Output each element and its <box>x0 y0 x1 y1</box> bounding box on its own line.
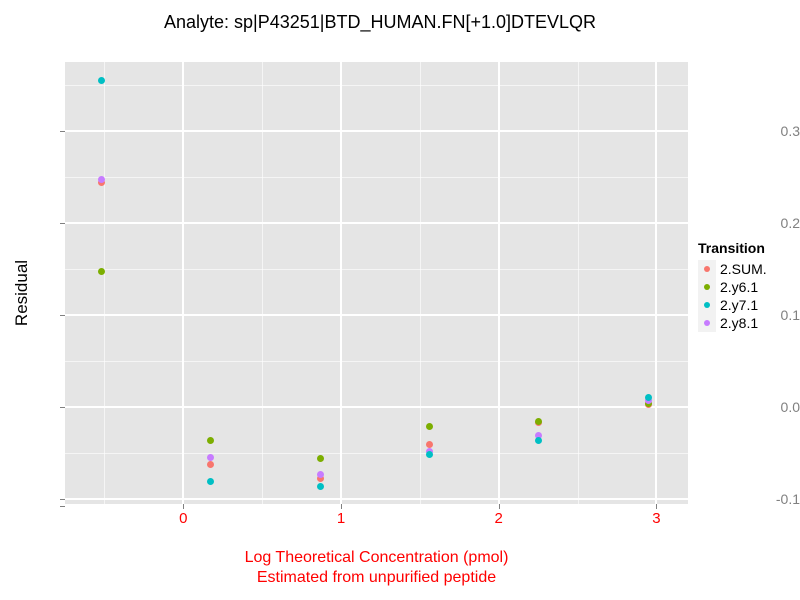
y-tick-mark <box>60 131 65 133</box>
legend: Transition 2.SUM. 2.y6.1 2.y7.1 2.y8.1 <box>698 240 767 332</box>
y-tick-mark <box>60 407 65 409</box>
y-tick-label: 0.1 <box>780 307 800 324</box>
data-point <box>425 422 433 430</box>
legend-color-dot-icon <box>704 302 710 308</box>
data-point <box>645 394 653 402</box>
gridline-major-vertical <box>182 62 185 504</box>
legend-key-swatch <box>698 278 716 296</box>
data-point <box>206 453 214 461</box>
data-point <box>317 471 324 479</box>
y-tick-mark <box>60 499 65 501</box>
data-point <box>97 267 105 275</box>
gridline-minor-vertical <box>262 62 264 504</box>
legend-item-label: 2.y7.1 <box>720 297 759 313</box>
x-tick-mark <box>341 504 342 509</box>
y-tick-mark <box>60 315 65 317</box>
gridline-major-horizontal <box>65 406 688 409</box>
legend-item[interactable]: 2.y8.1 <box>698 314 767 332</box>
page-title: Analyte: sp|P43251|BTD_HUMAN.FN[+1.0]DTE… <box>163 12 597 32</box>
x-tick-mark <box>183 504 185 509</box>
legend-item[interactable]: 2.SUM. <box>698 260 767 278</box>
gridline-minor-horizontal <box>65 361 688 363</box>
data-point <box>425 451 433 459</box>
x-tick-mark <box>656 504 658 509</box>
legend-title: Transition <box>698 240 765 256</box>
legend-key-swatch <box>698 296 716 314</box>
legend-item-label: 2.y6.1 <box>720 279 759 295</box>
data-point <box>425 447 433 455</box>
gridline-minor-vertical <box>419 62 421 504</box>
y-tick-mark <box>60 223 65 225</box>
gridline-minor-horizontal <box>65 269 688 271</box>
data-point <box>534 437 542 445</box>
data-point <box>425 441 433 449</box>
gridline-minor-horizontal <box>65 85 688 87</box>
data-point <box>317 475 324 483</box>
legend-color-dot-icon <box>704 266 710 272</box>
legend-color-dot-icon <box>704 320 710 326</box>
plot-panel <box>65 62 688 504</box>
legend-item-label: 2.y8.1 <box>720 315 759 331</box>
data-point <box>317 454 324 462</box>
data-point <box>97 175 105 183</box>
legend-key-swatch <box>698 260 716 278</box>
gridline-major-horizontal <box>65 314 688 317</box>
gridline-major-horizontal <box>65 498 688 501</box>
x-tick-mark <box>498 504 500 509</box>
gridline-minor-horizontal <box>65 453 688 455</box>
y-tick-label: -0.1 <box>775 491 800 508</box>
legend-items: 2.SUM. 2.y6.1 2.y7.1 2.y8.1 <box>698 260 767 332</box>
x-axis-title: Log Theoretical Concentration (pmol) Est… <box>65 548 688 588</box>
data-point <box>206 477 214 485</box>
x-tick-label: 0 <box>179 510 188 527</box>
y-tick-label: 0.3 <box>780 123 800 140</box>
x-tick-label: 3 <box>652 510 661 527</box>
y-tick-label: 0.2 <box>780 215 800 232</box>
gridline-minor-horizontal <box>65 177 688 179</box>
data-point <box>317 482 324 490</box>
gridline-minor-vertical <box>577 62 579 504</box>
legend-color-dot-icon <box>704 284 710 290</box>
x-tick-label: 2 <box>494 510 503 527</box>
x-axis-title-line-2: Estimated from unpurified peptide <box>256 569 497 586</box>
gridline-major-vertical <box>340 62 342 504</box>
axis-corner-mark <box>60 506 65 507</box>
legend-item[interactable]: 2.y6.1 <box>698 278 767 296</box>
data-point <box>534 418 542 426</box>
gridline-major-vertical <box>655 62 658 504</box>
data-point <box>206 461 214 469</box>
data-point <box>97 77 105 85</box>
y-axis-title: Residual <box>12 259 31 327</box>
gridline-major-vertical <box>497 62 500 504</box>
gridline-major-horizontal <box>65 222 688 225</box>
data-point <box>534 431 542 439</box>
data-point <box>206 436 214 444</box>
gridline-minor-vertical <box>104 62 106 504</box>
x-tick-label: 1 <box>336 510 346 527</box>
legend-key-swatch <box>698 314 716 332</box>
x-axis-title-line-1: Log Theoretical Concentration (pmol) <box>244 549 509 566</box>
y-tick-label: 0.0 <box>780 399 800 416</box>
gridline-major-horizontal <box>65 130 688 133</box>
legend-item-label: 2.SUM. <box>720 261 767 277</box>
legend-item[interactable]: 2.y7.1 <box>698 296 767 314</box>
